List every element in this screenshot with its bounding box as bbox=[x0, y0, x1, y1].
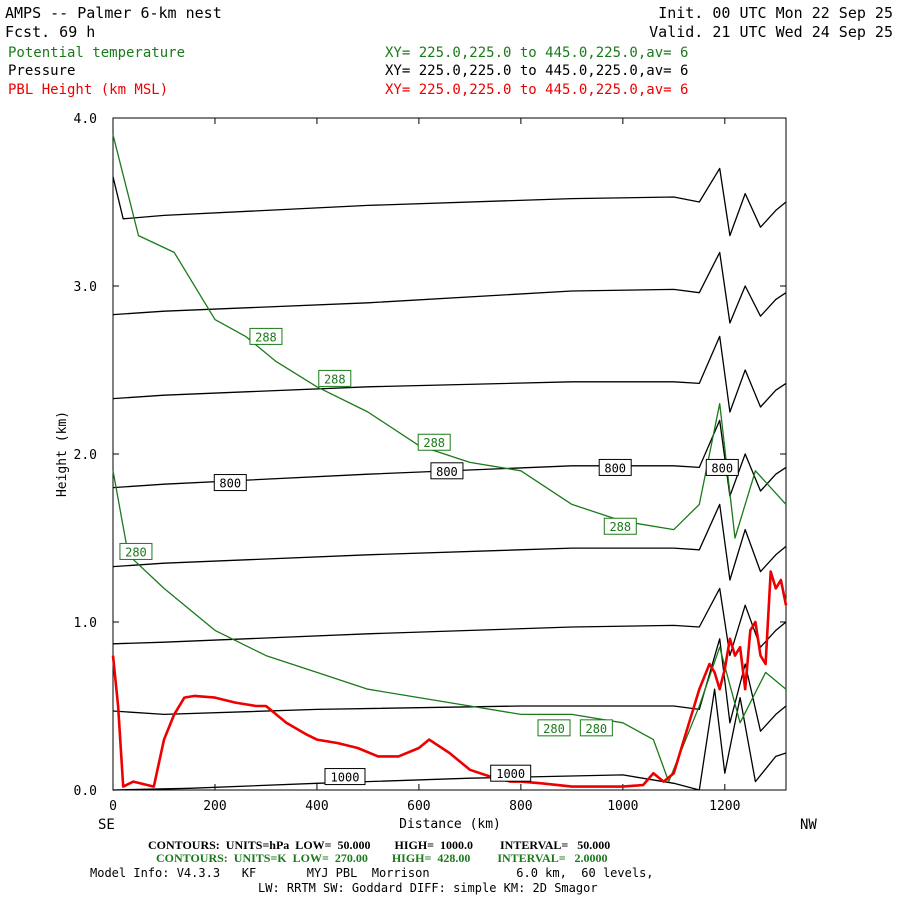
y-tick-label: 1.0 bbox=[74, 616, 97, 631]
series-pressure-800-hpa bbox=[112, 419, 787, 497]
contour-label: 800 bbox=[430, 462, 464, 480]
series-pressure-650-hpa bbox=[112, 167, 787, 237]
footer-physics-info: LW: RRTM SW: Goddard DIFF: simple KM: 2D… bbox=[258, 881, 598, 895]
x-tick-label: 800 bbox=[509, 799, 532, 814]
contour-label-text: 1000 bbox=[331, 771, 360, 785]
contour-label: 1000 bbox=[324, 768, 366, 786]
init-time: Init. 00 UTC Mon 22 Sep 25 bbox=[658, 4, 893, 22]
x-axis-label: Distance (km) bbox=[399, 817, 501, 832]
x-endpoint-left: SE bbox=[98, 817, 115, 833]
x-tick-label: 0 bbox=[109, 799, 117, 814]
contour-label: 288 bbox=[417, 433, 451, 451]
contour-label-box bbox=[249, 327, 283, 345]
x-tick-label: 400 bbox=[305, 799, 328, 814]
y-tick-label: 4.0 bbox=[74, 112, 97, 127]
legend-pressure-xy: XY= 225.0,225.0 to 445.0,225.0,av= 6 bbox=[385, 63, 688, 79]
series-pressure-900-hpa bbox=[112, 587, 787, 657]
contour-label-box bbox=[417, 433, 451, 451]
plot-frame bbox=[112, 117, 787, 791]
contour-label: 1000 bbox=[490, 764, 532, 782]
contour-label-box bbox=[705, 458, 739, 476]
y-axis-label: Height (km) bbox=[55, 411, 70, 497]
series-pressure-850-hpa bbox=[112, 503, 787, 581]
series-potential-temperature-280-k bbox=[112, 470, 787, 783]
chart-title: AMPS -- Palmer 6-km nest bbox=[5, 4, 222, 22]
x-tick-label: 1200 bbox=[709, 799, 740, 814]
footer-model-info: Model Info: V4.3.3 KF MYJ PBL Morrison 6… bbox=[90, 866, 654, 880]
legend-pbl-xy: XY= 225.0,225.0 to 445.0,225.0,av= 6 bbox=[385, 82, 688, 98]
forecast-hour: Fcst. 69 h bbox=[5, 23, 95, 41]
contour-label-text: 280 bbox=[585, 722, 607, 736]
x-tick-label: 200 bbox=[203, 799, 226, 814]
series-layer bbox=[111, 134, 788, 791]
series-potential-temperature-288-k bbox=[112, 134, 787, 539]
contour-label-box bbox=[579, 719, 613, 737]
contour-label-text: 800 bbox=[436, 465, 458, 479]
x-endpoint-right: NW bbox=[800, 817, 817, 833]
contour-label-text: 288 bbox=[423, 436, 445, 450]
y-tick-label: 2.0 bbox=[74, 448, 97, 463]
axis-ticks: 0 200 400 600 800 1000 1200 0.0 1.0 2.0 3.0 4.0 bbox=[74, 112, 786, 814]
contour-label: 288 bbox=[318, 369, 352, 387]
series-pbl-height-km-msl bbox=[111, 570, 788, 788]
contour-label-box bbox=[603, 517, 637, 535]
y-tick-label: 3.0 bbox=[74, 280, 97, 295]
valid-time: Valid. 21 UTC Wed 24 Sep 25 bbox=[649, 23, 893, 41]
contour-label-text: 280 bbox=[125, 545, 147, 559]
legend-theta-xy: XY= 225.0,225.0 to 445.0,225.0,av= 6 bbox=[385, 45, 688, 61]
contour-label-text: 800 bbox=[604, 461, 626, 475]
contour-label-text: 800 bbox=[219, 477, 241, 491]
legend-pressure-label: Pressure bbox=[8, 63, 75, 79]
contour-label-text: 800 bbox=[711, 461, 733, 475]
legend-pbl-label: PBL Height (km MSL) bbox=[8, 82, 168, 98]
contour-label-box bbox=[430, 462, 464, 480]
contour-label: 280 bbox=[537, 719, 571, 737]
series-pressure-1000-hpa bbox=[112, 688, 787, 791]
x-tick-label: 600 bbox=[407, 799, 430, 814]
contour-label-box bbox=[119, 542, 153, 560]
contour-label-text: 288 bbox=[324, 372, 346, 386]
contour-label-layer: 1000 1000 800 800 800 800 288 288 288 288 280 280 28… bbox=[119, 327, 739, 786]
series-pressure-950-hpa bbox=[112, 638, 787, 732]
contour-label-text: 280 bbox=[543, 722, 565, 736]
contour-label: 800 bbox=[705, 458, 739, 476]
contour-label-text: 1000 bbox=[496, 767, 525, 781]
contour-label-box bbox=[318, 369, 352, 387]
x-tick-label: 1000 bbox=[607, 799, 638, 814]
footer-theta-contours: CONTOURS: UNITS=K LOW= 270.00 HIGH= 428.… bbox=[156, 851, 608, 865]
contour-label: 280 bbox=[579, 719, 613, 737]
contour-label-box bbox=[598, 458, 632, 476]
y-tick-label: 0.0 bbox=[74, 784, 97, 799]
footer-pressure-contours: CONTOURS: UNITS=hPa LOW= 50.000 HIGH= 10… bbox=[148, 838, 610, 852]
series-pressure-700-hpa bbox=[112, 251, 787, 324]
contour-label-box bbox=[213, 474, 247, 492]
contour-label-text: 288 bbox=[255, 330, 277, 344]
contour-label: 280 bbox=[119, 542, 153, 560]
contour-label-box bbox=[324, 768, 366, 786]
contour-label: 800 bbox=[598, 458, 632, 476]
contour-label-text: 288 bbox=[609, 520, 631, 534]
contour-label-box bbox=[490, 764, 532, 782]
legend-theta-label: Potential temperature bbox=[8, 45, 185, 61]
contour-label: 288 bbox=[249, 327, 283, 345]
contour-label: 800 bbox=[213, 474, 247, 492]
contour-label: 288 bbox=[603, 517, 637, 535]
contour-label-box bbox=[537, 719, 571, 737]
series-pressure-750-hpa bbox=[112, 335, 787, 413]
